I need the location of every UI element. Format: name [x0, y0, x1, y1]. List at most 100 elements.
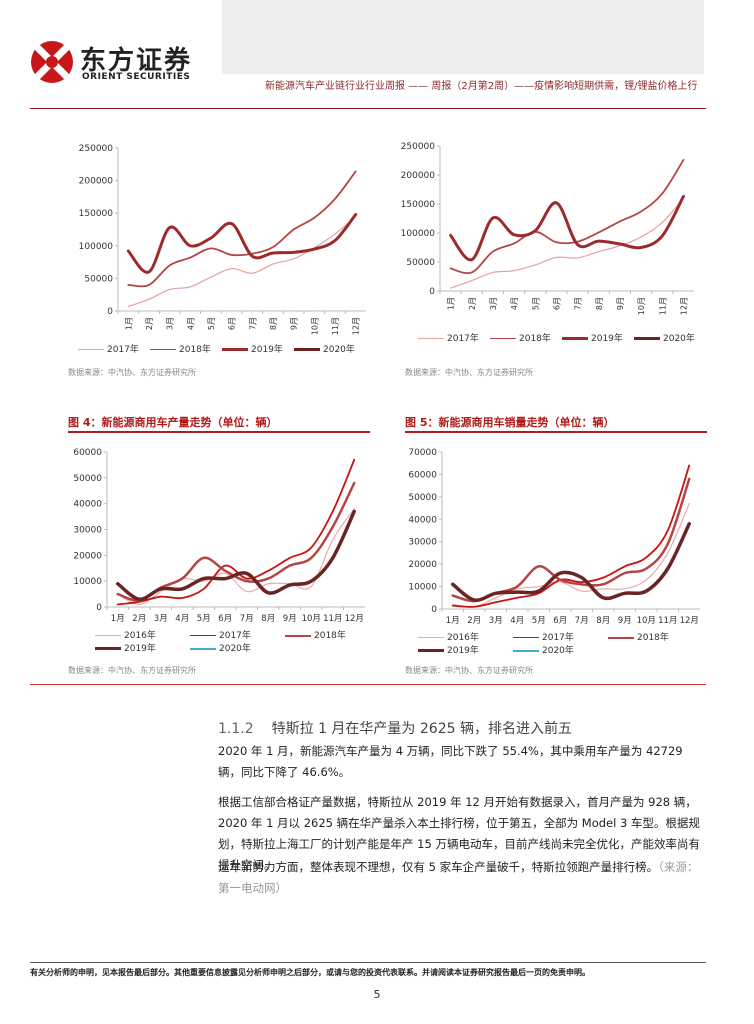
legend-item: 2016年: [95, 628, 156, 641]
y-tick-label: 20000: [73, 551, 102, 561]
legend-label: 2018年: [637, 633, 669, 643]
legend-label: 2019年: [251, 345, 283, 355]
x-tick-label: 2月: [468, 297, 477, 310]
legend-top-right: 2017年 2018年 2019年 2020年: [418, 331, 708, 345]
x-tick-label: 11月: [331, 317, 340, 335]
legend-swatch: [78, 349, 104, 350]
legend-swatch: [294, 348, 320, 351]
legend-swatch: [608, 636, 634, 639]
legend-fig5: 2016年 2017年 2018年 2019年 2020年: [418, 630, 698, 660]
section-heading: 1.1.2 特斯拉 1 月在华产量为 2625 辆，排名进入前五: [218, 718, 572, 738]
legend-swatch: [418, 649, 444, 652]
y-tick-label: 50000: [406, 258, 435, 268]
source-top-right: 数据来源：中汽协、东方证券研究所: [405, 368, 533, 377]
source-fig4: 数据来源：中汽协、东方证券研究所: [68, 666, 196, 675]
y-tick-label: 30000: [408, 538, 437, 548]
header-rule: [30, 108, 706, 109]
x-tick-label: 11月: [658, 297, 667, 315]
x-tick-label: 1月: [124, 317, 133, 330]
legend-label: 2016年: [447, 633, 479, 643]
series-line-2016年: [452, 502, 690, 608]
x-tick-label: 12月: [345, 614, 364, 624]
series-line-2018年: [449, 159, 685, 274]
x-tick-label: 12月: [680, 616, 699, 626]
legend-item: 2018年: [285, 628, 346, 641]
x-tick-label: 6月: [553, 616, 567, 626]
legend-swatch: [562, 337, 588, 340]
orient-logo-icon: [31, 41, 73, 83]
series-line-2019年: [126, 213, 358, 274]
legend-item: 2017年: [78, 342, 139, 355]
y-tick-label: 60000: [408, 470, 437, 480]
x-tick-label: 10月: [637, 616, 656, 626]
legend-swatch: [513, 649, 539, 652]
legend-fig4: 2016年 2017年 2018年 2019年 2020年: [95, 628, 375, 658]
legend-swatch: [418, 637, 444, 638]
legend-item: 2018年: [150, 342, 211, 355]
legend-label: 2019年: [591, 334, 623, 344]
y-tick-label: 70000: [408, 448, 437, 458]
logo-text-cn: 东方证券: [80, 46, 193, 76]
legend-swatch: [95, 647, 121, 650]
x-tick-label: 12月: [352, 317, 361, 335]
legend-item: 2017年: [190, 628, 251, 641]
legend-label: 2018年: [314, 631, 346, 641]
fig5-title-rule: [405, 431, 707, 433]
legend-label: 2017年: [542, 633, 574, 643]
x-tick-label: 1月: [447, 297, 456, 310]
series-line-2019年: [116, 509, 356, 602]
series-line-2017年: [127, 215, 357, 308]
y-tick-label: 0: [431, 605, 437, 615]
x-tick-label: 2月: [467, 616, 481, 626]
series-line-2016年: [117, 508, 355, 606]
paragraph-3-source: （来源：第一电动网）: [218, 860, 699, 895]
y-tick-label: 40000: [73, 500, 102, 510]
legend-item: 2018年: [608, 630, 669, 643]
x-tick-label: 7月: [574, 297, 583, 310]
x-tick-label: 10月: [637, 297, 646, 315]
x-tick-label: 3月: [489, 297, 498, 310]
x-tick-label: 6月: [228, 317, 237, 330]
x-tick-label: 5月: [532, 616, 546, 626]
x-tick-label: 10月: [302, 614, 321, 624]
legend-label: 2020年: [542, 646, 574, 656]
paragraph-2: 根据工信部合格证产量数据，特斯拉从 2019 年 12 月开始有数据录入，首月产…: [218, 795, 700, 872]
x-tick-label: 1月: [111, 614, 125, 624]
legend-label: 2018年: [519, 334, 551, 344]
paragraph-3-text: 造车新势力方面，整体表现不理想，仅有 5 家车企产量破千，特斯拉领跑产量排行榜。: [218, 860, 659, 874]
legend-label: 2020年: [219, 644, 251, 654]
x-tick-label: 8月: [261, 614, 275, 624]
x-tick-label: 5月: [531, 297, 540, 310]
y-tick-label: 100000: [79, 242, 114, 252]
x-tick-label: 3月: [154, 614, 168, 624]
legend-label: 2017年: [447, 334, 479, 344]
legend-label: 2016年: [124, 631, 156, 641]
legend-label: 2020年: [663, 334, 695, 344]
section-rule: [30, 684, 706, 685]
y-tick-label: 150000: [79, 209, 114, 219]
legend-label: 2017年: [107, 345, 139, 355]
x-tick-label: 7月: [240, 614, 254, 624]
footer-rule: [30, 962, 706, 963]
x-tick-label: 6月: [552, 297, 561, 310]
legend-swatch: [513, 637, 539, 638]
y-tick-label: 100000: [401, 229, 436, 239]
x-tick-label: 3月: [166, 317, 175, 330]
series-line-2019年: [449, 194, 685, 262]
x-tick-label: 2月: [132, 614, 146, 624]
header-band: [222, 0, 704, 74]
y-tick-label: 200000: [79, 177, 114, 187]
legend-label: 2019年: [124, 644, 156, 654]
fig5-title: 图 5：新能源商用车销量走势（单位：辆）: [405, 416, 615, 429]
source-top-left: 数据来源：中汽协、东方证券研究所: [68, 368, 196, 377]
legend-top-left: 2017年 2018年 2019年 2020年: [78, 342, 368, 356]
legend-label: 2020年: [323, 345, 355, 355]
legend-label: 2017年: [219, 631, 251, 641]
x-tick-label: 8月: [595, 297, 604, 310]
section-number: 1.1.2: [218, 721, 254, 737]
series-line-2017年: [449, 197, 685, 289]
legend-swatch: [150, 349, 176, 350]
series-line-2017年: [451, 464, 691, 608]
chart-fig5: 0 10000 20000 30000 40000 50000 60000 70000 1月 2月…: [408, 448, 700, 626]
y-tick-label: 10000: [408, 583, 437, 593]
